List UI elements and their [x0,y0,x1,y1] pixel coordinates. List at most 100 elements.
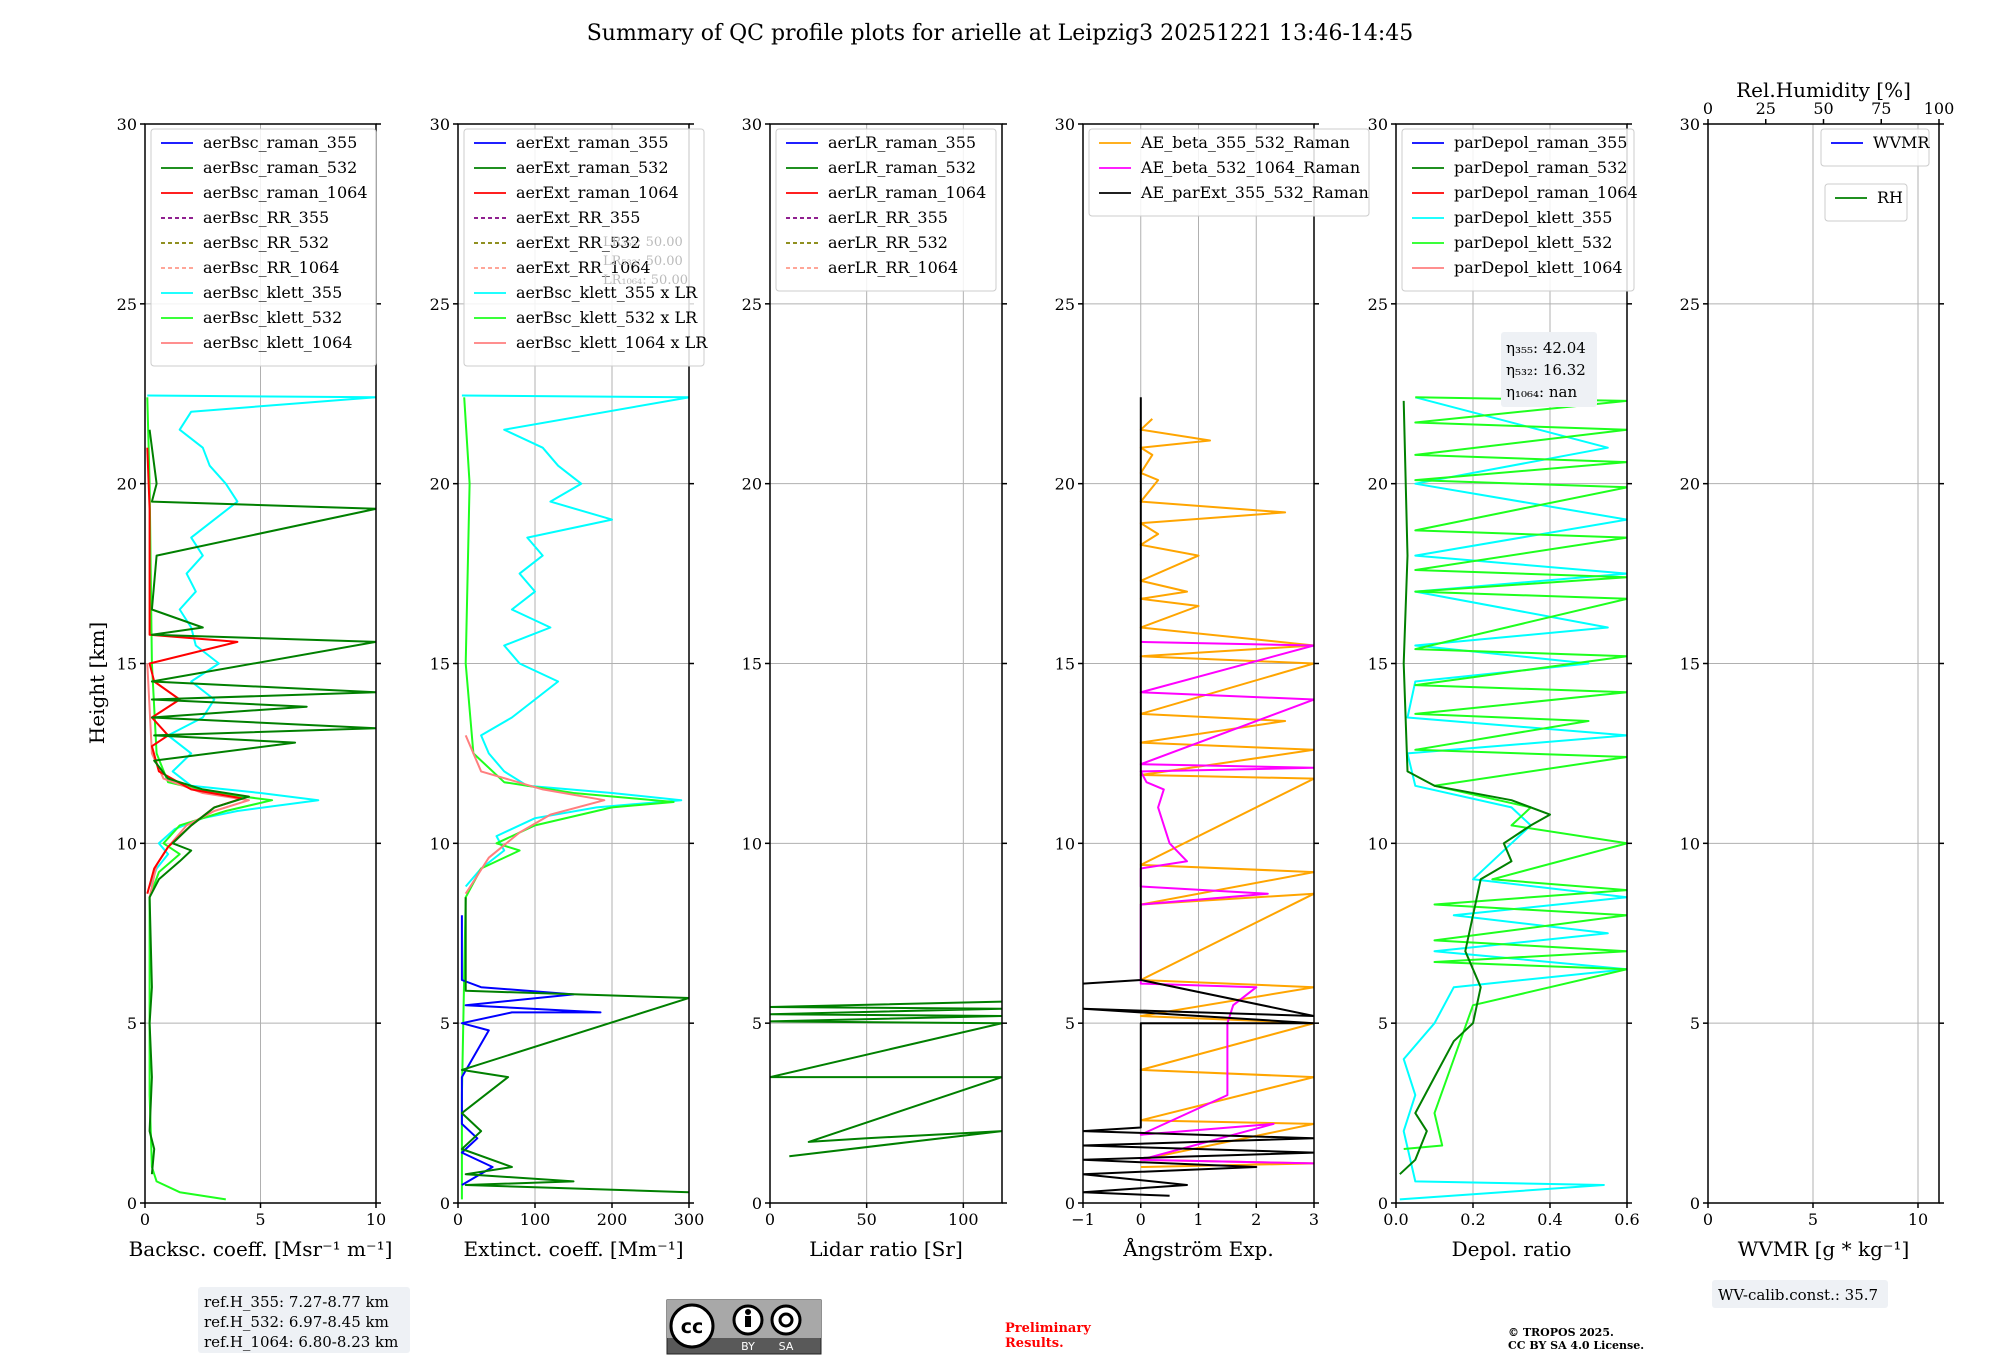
x-tick-label: 10 [366,1210,386,1229]
x-tick-label: 5 [1808,1210,1818,1229]
sa-icon [770,1304,802,1336]
y-tick-label: 5 [127,1014,137,1033]
x-tick-label: 0.6 [1614,1210,1639,1229]
figure-title: Summary of QC profile plots for arielle … [587,21,1414,46]
legend-entry: parDepol_klett_532 [1454,233,1612,252]
legend-2-entry: RH [1877,188,1903,207]
y-tick-label: 25 [1368,295,1388,314]
y-tick-label: 0 [1378,1194,1388,1213]
legend-entry: WVMR [1873,133,1930,152]
series-aerBsc_klett_355 x LR [461,394,689,888]
legend-entry: aerBsc_RR_355 [203,208,329,227]
legend-entry: aerBsc_raman_532 [203,158,357,177]
x-tick-label: 200 [597,1210,628,1229]
ref-height-label: ref.H_355: 7.27-8.77 km [204,1293,389,1311]
x-axis-label: WVMR [g * kg⁻¹] [1738,1237,1910,1261]
legend-entry: aerBsc_klett_1064 [203,333,352,352]
legend-entry: aerBsc_RR_532 [203,233,329,252]
y-tick-label: 15 [1368,655,1388,674]
y-tick-label: 25 [430,295,450,314]
legend-entry: aerExt_raman_1064 [516,183,679,202]
top-x-tick-label: 25 [1756,99,1776,118]
legend-box [1401,128,1635,292]
x-tick-label: 2 [1251,1210,1261,1229]
series-group [146,394,376,1201]
y-tick-label: 10 [1368,834,1388,853]
series-group [1083,397,1314,1197]
eta-label: η₅₃₂: 16.32 [1506,361,1586,379]
series-group [1399,396,1627,1201]
legend-entry: parDepol_raman_1064 [1454,183,1638,202]
x-tick-label: 3 [1309,1210,1319,1229]
lr-label: LR₅₃₂: 50.00 [603,254,683,269]
legend-entry: aerBsc_klett_355 [203,283,342,302]
panel-lr: 0 5 10 15 20 25 30 0 50 100 Lidar ratio [Sr] aerLR_… [742,115,1007,1261]
y-tick-label: 30 [742,115,762,134]
preliminary-line-1: Preliminary [1005,1321,1091,1336]
x-axis-label: Backsc. coeff. [Msr⁻¹ m⁻¹] [129,1237,393,1261]
series-aerLR_raman_532 [770,1000,1002,1158]
y-tick-label: 20 [430,475,450,494]
y-tick-label: 30 [1055,115,1075,134]
legend-entry: aerLR_RR_1064 [828,258,958,277]
wv-calib-box [1712,1280,1888,1308]
eta-label: η₁₀₆₄: nan [1506,383,1577,401]
y-tick-label: 15 [1680,655,1700,674]
y-tick-label: 20 [742,475,762,494]
x-tick-label: 5 [255,1210,265,1229]
series-aerBsc_klett_355 [147,394,376,887]
y-tick-label: 5 [440,1014,450,1033]
legend-entry: AE_beta_532_1064_Raman [1140,158,1360,177]
cc-icon [669,1303,715,1349]
legend-entry: AE_parExt_355_532_Raman [1140,183,1369,202]
series-aerExt_raman_355 [460,915,602,1186]
legend-box [150,128,377,367]
by-label: BY [741,1340,755,1353]
legend-entry: AE_beta_355_532_Raman [1140,133,1350,152]
y-tick-label: 30 [430,115,450,134]
legend-entry: parDepol_raman_532 [1454,158,1627,177]
y-tick-label: 25 [117,295,137,314]
y-tick-label: 30 [1368,115,1388,134]
legend-entry: aerExt_RR_532 [516,233,640,252]
license-badge: cc BY SA [666,1299,822,1355]
x-axis-label: Ångström Exp. [1122,1236,1273,1261]
series-AE_parExt_355_532_Raman [1083,397,1314,1197]
series-parDepol_raman_532 [1399,400,1551,1175]
y-tick-label: 15 [1055,655,1075,674]
eta-box [1501,332,1597,407]
x-tick-label: 0 [140,1210,150,1229]
series-group [460,394,689,1200]
y-tick-label: 20 [1368,475,1388,494]
y-tick-label: 0 [752,1194,762,1213]
legend-entry: aerExt_RR_1064 [516,258,651,277]
x-tick-label: 0.4 [1537,1210,1562,1229]
y-tick-label: 10 [1680,834,1700,853]
y-tick-label: 5 [1690,1014,1700,1033]
legend-2-box [1824,183,1908,222]
x-axis-label: Depol. ratio [1452,1237,1572,1261]
x-tick-label: 0 [1703,1210,1713,1229]
panel-bsc: 0 5 10 15 20 25 30 0 5 10 Backsc. coeff. [Msr⁻¹ m⁻… [117,115,410,1353]
series-aerBsc_klett_532 x LR [460,397,675,1200]
ref-height-label: ref.H_1064: 6.80-8.23 km [204,1333,398,1351]
x-tick-label: 300 [674,1210,705,1229]
series-aerExt_raman_532 [460,897,689,1194]
y-tick-label: 30 [1680,115,1700,134]
x-tick-label: 100 [948,1210,979,1229]
legend-entry: aerLR_raman_532 [828,158,976,177]
y-tick-label: 0 [1065,1194,1075,1213]
y-tick-label: 0 [127,1194,137,1213]
y-tick-label: 25 [1055,295,1075,314]
series-aerBsc_raman_532 [148,429,376,1175]
legend-entry: aerBsc_klett_532 x LR [516,308,698,327]
ref-height-box [198,1287,410,1353]
x-tick-label: 10 [1908,1210,1928,1229]
legend-entry: aerBsc_klett_1064 x LR [516,333,708,352]
legend-entry: parDepol_klett_355 [1454,208,1612,227]
